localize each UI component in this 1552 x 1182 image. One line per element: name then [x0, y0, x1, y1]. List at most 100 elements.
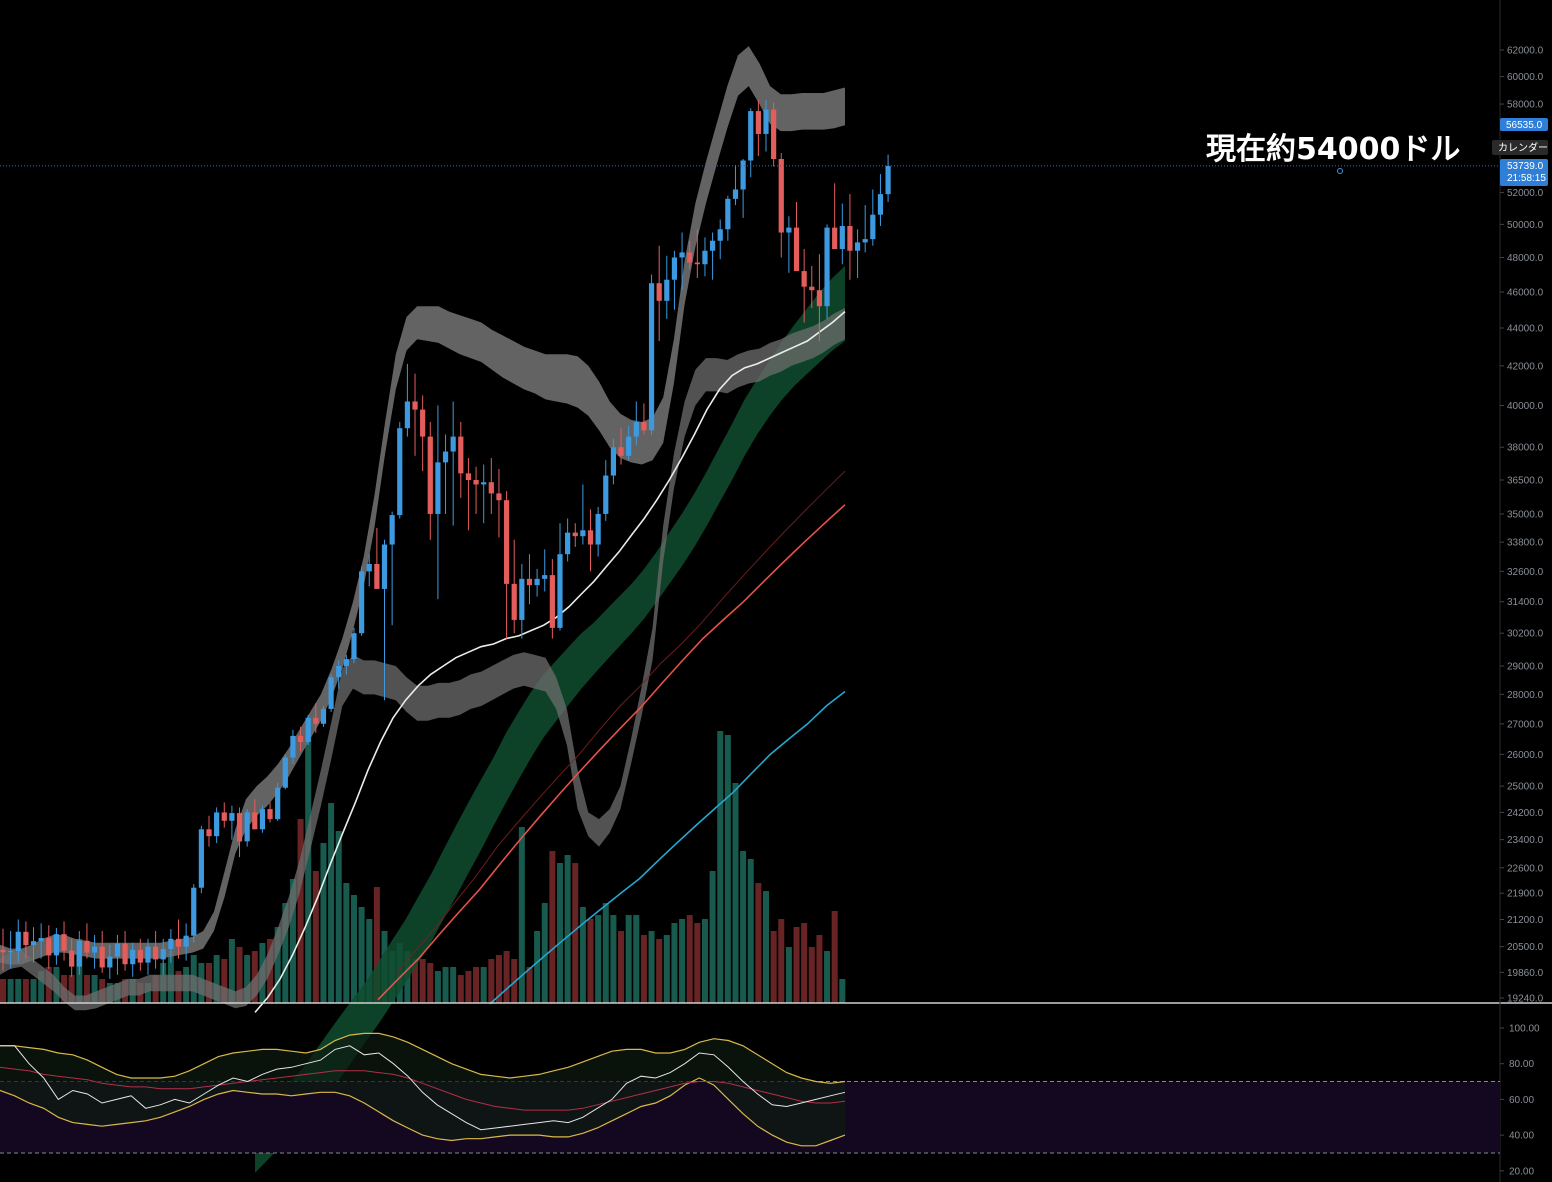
candle-body[interactable] — [275, 787, 281, 820]
candle-body[interactable] — [801, 271, 807, 287]
candle-body[interactable] — [656, 283, 662, 301]
candle-body[interactable] — [732, 189, 739, 199]
candle-body[interactable] — [76, 940, 82, 967]
candlesticks[interactable] — [0, 99, 891, 979]
candle-body[interactable] — [236, 813, 243, 842]
candle-body[interactable] — [885, 165, 891, 195]
candle-body[interactable] — [488, 482, 494, 494]
candle-body[interactable] — [618, 447, 624, 456]
price-axis[interactable]: 62000.0 60000.0 58000.0 52000.0 50000.0 48000… — [1500, 46, 1544, 1005]
candle-body[interactable] — [610, 447, 616, 476]
candle-body[interactable] — [114, 943, 121, 957]
candle-body[interactable] — [442, 451, 449, 463]
candle-body[interactable] — [23, 931, 29, 946]
candle-body[interactable] — [359, 571, 365, 634]
candle-body[interactable] — [198, 829, 204, 888]
candle-body[interactable] — [755, 111, 761, 134]
candle-body[interactable] — [30, 941, 37, 946]
candle-body[interactable] — [877, 194, 884, 215]
candle-body[interactable] — [633, 421, 639, 437]
candle-body[interactable] — [397, 428, 403, 516]
candle-body[interactable] — [137, 949, 143, 963]
candle-body[interactable] — [244, 812, 250, 842]
candle-body[interactable] — [603, 475, 609, 514]
candle-body[interactable] — [595, 513, 601, 545]
candle-body[interactable] — [648, 283, 655, 431]
candle-body[interactable] — [99, 946, 105, 968]
candle-body[interactable] — [282, 757, 288, 788]
candle-body[interactable] — [91, 946, 98, 953]
candle-body[interactable] — [313, 717, 319, 724]
candle-body[interactable] — [191, 887, 197, 936]
candle-body[interactable] — [671, 257, 678, 280]
candle-body[interactable] — [15, 931, 21, 952]
candle-body[interactable] — [153, 946, 159, 960]
candle-body[interactable] — [717, 229, 723, 241]
candle-body[interactable] — [481, 482, 487, 485]
candle-body[interactable] — [351, 633, 357, 660]
candle-body[interactable] — [862, 239, 868, 243]
rsi-axis[interactable]: 100.00 80.00 60.00 40.00 20.00 — [1500, 1024, 1540, 1178]
candle-body[interactable] — [343, 659, 349, 666]
candle-body[interactable] — [297, 735, 304, 743]
candle-body[interactable] — [381, 544, 388, 589]
candle-body[interactable] — [458, 436, 464, 474]
candle-body[interactable] — [565, 532, 571, 555]
candle-body[interactable] — [870, 214, 876, 240]
candle-body[interactable] — [412, 401, 418, 410]
candle-body[interactable] — [46, 938, 52, 956]
candle-body[interactable] — [748, 111, 754, 161]
candle-body[interactable] — [435, 462, 441, 514]
candle-body[interactable] — [641, 421, 647, 431]
candle-body[interactable] — [816, 290, 823, 307]
candle-body[interactable] — [839, 225, 845, 250]
candle-body[interactable] — [679, 252, 685, 258]
candle-body[interactable] — [107, 956, 113, 968]
candle-body[interactable] — [183, 935, 189, 947]
candle-body[interactable] — [503, 500, 510, 584]
candle-body[interactable] — [832, 227, 838, 250]
candle-body[interactable] — [252, 812, 258, 830]
candle-body[interactable] — [229, 813, 235, 821]
candle-body[interactable] — [389, 515, 395, 545]
candle-body[interactable] — [259, 809, 266, 830]
candle-body[interactable] — [778, 158, 784, 233]
candle-body[interactable] — [809, 286, 815, 291]
candle-body[interactable] — [786, 227, 792, 233]
candle-body[interactable] — [320, 708, 327, 724]
candle-body[interactable] — [53, 934, 60, 956]
candle-body[interactable] — [160, 949, 166, 960]
candle-body[interactable] — [404, 401, 410, 429]
candle-body[interactable] — [427, 436, 433, 514]
candle-body[interactable] — [542, 575, 548, 579]
candle-body[interactable] — [725, 198, 731, 230]
candle-body[interactable] — [69, 950, 75, 967]
candle-body[interactable] — [0, 949, 6, 953]
candle-body[interactable] — [793, 227, 800, 272]
candle-body[interactable] — [221, 812, 227, 821]
candle-body[interactable] — [694, 262, 700, 265]
candle-body[interactable] — [328, 677, 334, 709]
candle-body[interactable] — [84, 940, 90, 953]
candle-body[interactable] — [290, 735, 296, 758]
candle-body[interactable] — [175, 938, 182, 947]
candle-body[interactable] — [336, 666, 342, 678]
candle-body[interactable] — [702, 250, 708, 265]
candle-body[interactable] — [847, 225, 853, 251]
candle-body[interactable] — [168, 938, 174, 950]
candle-body[interactable] — [687, 252, 693, 263]
candle-body[interactable] — [145, 946, 151, 963]
candle-body[interactable] — [763, 109, 769, 134]
candle-body[interactable] — [511, 583, 517, 620]
candle-body[interactable] — [465, 473, 472, 480]
candle-body[interactable] — [771, 109, 777, 159]
candle-body[interactable] — [709, 240, 716, 251]
candle-body[interactable] — [526, 578, 533, 586]
candle-body[interactable] — [664, 279, 670, 301]
candle-body[interactable] — [824, 227, 830, 307]
candle-body[interactable] — [534, 578, 540, 586]
candle-body[interactable] — [450, 436, 456, 452]
candle-body[interactable] — [740, 160, 746, 190]
